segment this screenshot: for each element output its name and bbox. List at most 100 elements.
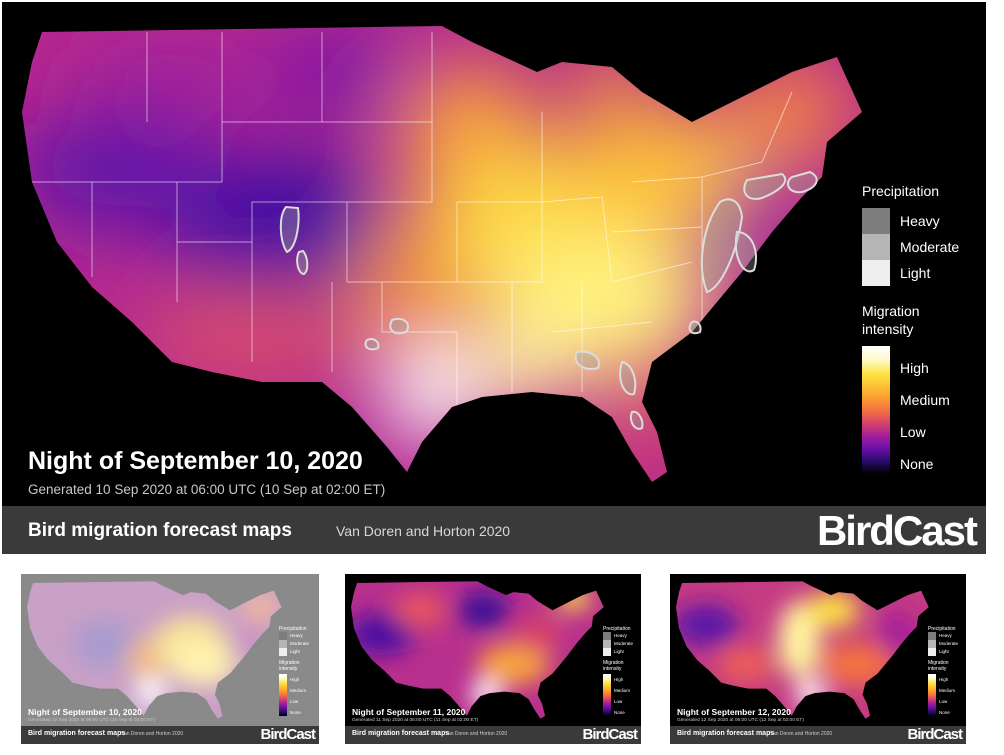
thumbnail-generated: Generated 11 Sep 2020 at 06:00 UTC (11 S… (352, 718, 479, 723)
thumb-precip-row: Light (279, 648, 317, 656)
thumb-precip-row: Light (603, 648, 641, 656)
thumb-precip-swatch-moderate (603, 640, 611, 648)
thumb-precip-swatch-light (279, 648, 287, 656)
thumb-mig-high: High (939, 677, 949, 682)
thumb-precip-swatch-moderate (279, 640, 287, 648)
precip-heavy-label: Heavy (900, 213, 940, 229)
migration-medium-label: Medium (900, 392, 950, 408)
thumb-precip-swatch-heavy (928, 632, 936, 640)
thumb-precip-row: Heavy (279, 632, 317, 640)
precipitation-areas (279, 170, 818, 430)
thumbnail-map (345, 574, 641, 726)
thumbnail-footer: Bird migration forecast maps Van Doren a… (670, 726, 966, 744)
migration-legend-title-line1: Migration (862, 303, 920, 319)
thumb-mig-medium: Medium (614, 688, 631, 693)
precip-moderate-label: Moderate (900, 239, 960, 255)
thumb-mig-low: Low (614, 699, 623, 704)
thumb-mig-title2: intensity (603, 666, 622, 672)
state-borders (22, 32, 793, 407)
thumbnail-sep-12[interactable]: Night of September 12, 2020 Generated 12… (670, 574, 966, 744)
thumbnail-birdcast-logo: BirdCast (582, 726, 638, 743)
thumbnail-night-title: Night of September 11, 2020 (352, 707, 466, 717)
thumb-precip-row: Moderate (279, 640, 317, 648)
thumb-precip-row: Light (928, 648, 966, 656)
thumbnail-legend: Precipitation Heavy Moderate Light Migra… (279, 626, 317, 718)
thumb-mig-none: None (290, 710, 301, 715)
thumbnail-generated: Generated 12 Sep 2020 at 06:00 UTC (12 S… (677, 718, 804, 723)
thumb-migration-scale: High Medium Low None (279, 674, 317, 718)
thumb-mig-title1: Migration (279, 660, 300, 666)
thumb-precip-swatch-heavy (603, 632, 611, 640)
thumb-precip-light: Light (290, 649, 300, 654)
thumbnail-footer-citation: Van Doren and Horton 2020 (121, 731, 184, 737)
thumb-mig-medium: Medium (290, 688, 307, 693)
thumb-mig-high: High (614, 677, 624, 682)
thumb-mig-high: High (290, 677, 300, 682)
thumbnail-night-title: Night of September 10, 2020 (28, 707, 142, 717)
thumb-mig-title2: intensity (279, 666, 298, 672)
thumb-precip-title: Precipitation (603, 626, 631, 632)
precip-moderate-swatch (862, 234, 890, 260)
thumb-precip-swatch-heavy (279, 632, 287, 640)
thumb-precip-title: Precipitation (279, 626, 307, 632)
footer-bar: Bird migration forecast maps Van Doren a… (2, 506, 986, 554)
thumb-precip-title: Precipitation (928, 626, 956, 632)
footer-citation: Van Doren and Horton 2020 (336, 523, 511, 539)
night-title: Night of September 10, 2020 (28, 447, 363, 475)
thumb-mig-title2: intensity (928, 666, 947, 672)
thumbnail-sep-10-gray[interactable]: Night of September 10, 2020 Generated 10… (21, 574, 319, 744)
migration-high-label: High (900, 360, 929, 376)
thumb-precip-swatch-light (928, 648, 936, 656)
thumbnail-footer: Bird migration forecast maps Van Doren a… (21, 726, 319, 744)
thumb-migration-scale: High Medium Low None (603, 674, 641, 718)
thumb-precip-light: Light (939, 649, 949, 654)
migration-map (2, 2, 986, 506)
thumb-precip-moderate: Moderate (939, 641, 959, 646)
thumbnail-footer: Bird migration forecast maps Van Doren a… (345, 726, 641, 744)
thumb-precip-light: Light (614, 649, 624, 654)
thumb-mig-title1: Migration (928, 660, 949, 666)
thumb-migration-scale: High Medium Low None (928, 674, 966, 718)
thumb-precip-heavy: Heavy (290, 633, 303, 638)
thumbnail-footer-title: Bird migration forecast maps (352, 730, 450, 737)
footer-title: Bird migration forecast maps (28, 520, 292, 541)
thumbnail-map (21, 574, 319, 726)
thumbnail-footer-title: Bird migration forecast maps (28, 730, 126, 737)
thumbnail-birdcast-logo: BirdCast (260, 726, 316, 743)
thumb-mig-low: Low (939, 699, 948, 704)
migration-legend-title-line2: intensity (862, 321, 914, 337)
map-legend: Precipitation Heavy Moderate Light Migra… (862, 182, 982, 486)
generated-timestamp: Generated 10 Sep 2020 at 06:00 UTC (10 S… (28, 482, 386, 497)
precip-heavy-row: Heavy (862, 208, 982, 234)
main-forecast-map-card: Night of September 10, 2020 Generated 10… (2, 2, 986, 554)
thumb-mig-none: None (939, 710, 950, 715)
thumb-precip-row: Moderate (928, 640, 966, 648)
thumb-mig-low: Low (290, 699, 299, 704)
precip-moderate-row: Moderate (862, 234, 982, 260)
thumbnail-birdcast-logo: BirdCast (907, 726, 963, 743)
thumbnail-footer-citation: Van Doren and Horton 2020 (770, 731, 833, 737)
precip-light-row: Light (862, 260, 982, 286)
thumb-migration-color-bar (603, 674, 611, 716)
migration-low-label: Low (900, 424, 926, 440)
thumbnail-footer-title: Bird migration forecast maps (677, 730, 775, 737)
thumb-mig-none: None (614, 710, 625, 715)
precipitation-legend-title: Precipitation (862, 183, 940, 199)
thumb-precip-heavy: Heavy (614, 633, 627, 638)
thumbnail-legend: Precipitation Heavy Moderate Light Migra… (928, 626, 966, 718)
thumb-migration-color-bar (928, 674, 936, 716)
thumb-precip-row: Heavy (603, 632, 641, 640)
thumbnail-map (670, 574, 966, 726)
thumb-precip-swatch-light (603, 648, 611, 656)
thumb-precip-row: Moderate (603, 640, 641, 648)
birdcast-logo: BirdCast (816, 507, 978, 554)
thumb-precip-moderate: Moderate (614, 641, 634, 646)
thumbnail-night-title: Night of September 12, 2020 (677, 707, 791, 717)
thumb-mig-medium: Medium (939, 688, 956, 693)
thumbnail-legend: Precipitation Heavy Moderate Light Migra… (603, 626, 641, 718)
precip-heavy-swatch (862, 208, 890, 234)
thumb-precip-moderate: Moderate (290, 641, 310, 646)
thumbnail-sep-11[interactable]: Night of September 11, 2020 Generated 11… (345, 574, 641, 744)
migration-color-bar (862, 346, 890, 474)
migration-scale: High Medium Low None (862, 346, 982, 486)
